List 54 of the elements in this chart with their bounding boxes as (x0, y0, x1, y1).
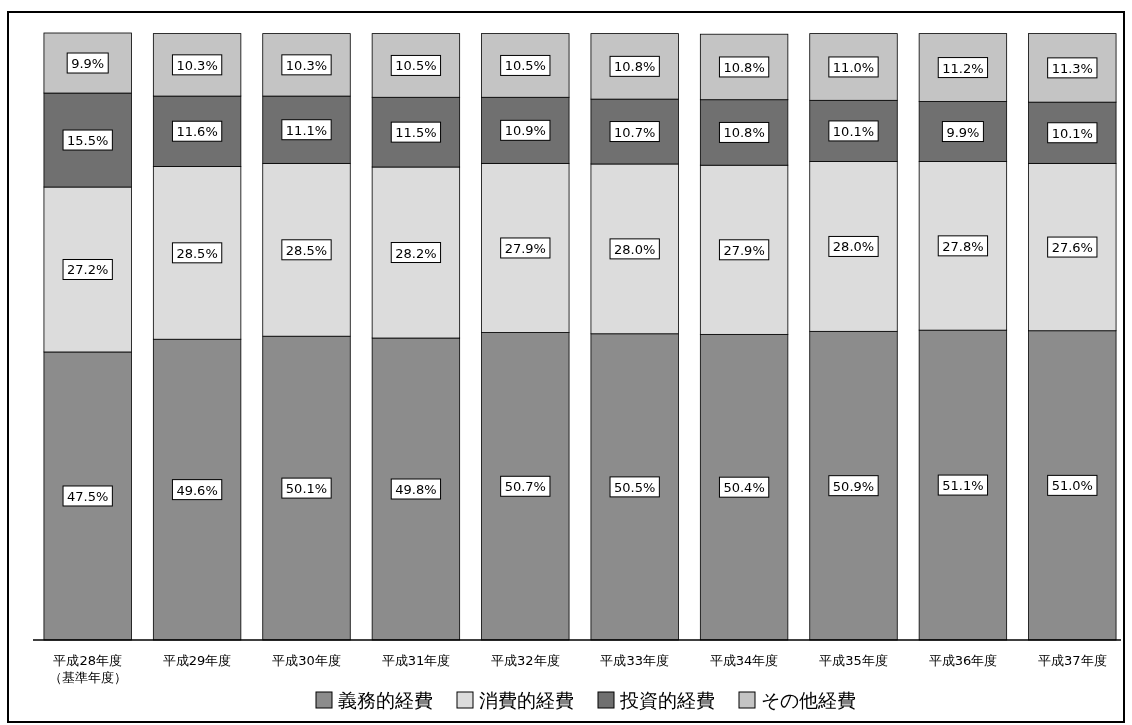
data-label: 50.9% (832, 478, 875, 494)
data-label: 10.3% (285, 57, 328, 73)
x-tick-label: 平成37年度 (1038, 653, 1107, 668)
data-label: 11.2% (942, 60, 984, 76)
data-label: 10.1% (832, 123, 875, 139)
legend-label: その他経費 (761, 689, 856, 711)
data-label: 27.2% (67, 262, 109, 278)
data-label: 27.6% (1051, 240, 1093, 256)
data-label: 10.1% (1051, 125, 1093, 141)
data-label: 28.5% (176, 245, 218, 261)
data-label: 10.8% (723, 125, 765, 141)
data-label: 49.6% (176, 482, 218, 498)
data-label: 10.8% (723, 59, 765, 75)
data-label: 11.3% (1051, 60, 1093, 76)
data-label: 28.0% (614, 241, 656, 257)
data-label: 47.5% (67, 488, 109, 504)
x-tick-label: 平成31年度 (381, 653, 451, 668)
x-tick-label: 平成33年度 (600, 653, 669, 668)
data-label: 28.0% (832, 239, 875, 255)
x-tick-label: 平成35年度 (819, 653, 888, 668)
x-tick-label: 平成32年度 (491, 653, 560, 668)
data-label: 27.9% (504, 240, 546, 256)
data-label: 28.2% (395, 245, 437, 261)
data-label: 11.6% (176, 124, 218, 140)
data-label: 50.4% (723, 480, 765, 496)
data-label: 27.9% (723, 242, 765, 258)
data-label: 49.8% (395, 482, 437, 498)
legend-label: 義務的経費 (338, 689, 433, 711)
data-label: 11.1% (285, 122, 328, 138)
data-label: 10.3% (176, 57, 218, 73)
data-label: 50.5% (614, 479, 656, 495)
data-label: 9.9% (71, 56, 105, 72)
x-tick-label: 平成28年度（基準年度） (48, 653, 127, 685)
data-label: 50.1% (285, 481, 328, 497)
data-label: 9.9% (946, 124, 980, 140)
data-label: 11.0% (832, 59, 875, 75)
x-tick-label: 平成36年度 (928, 653, 998, 668)
data-label: 11.5% (395, 125, 437, 141)
data-label: 15.5% (67, 133, 109, 149)
legend-label: 消費的経費 (479, 689, 574, 711)
x-tick-label: 平成34年度 (709, 653, 779, 668)
data-label: 50.7% (504, 479, 546, 495)
data-label: 10.9% (504, 123, 546, 139)
data-label: 27.8% (942, 238, 984, 254)
data-label: 51.1% (942, 478, 984, 494)
data-label: 10.5% (395, 58, 437, 74)
x-tick-label: 平成30年度 (272, 653, 341, 668)
data-label: 10.7% (614, 124, 656, 140)
x-tick-label: 平成29年度 (162, 653, 232, 668)
data-label: 51.0% (1051, 478, 1093, 494)
data-label: 10.8% (614, 59, 656, 75)
data-label: 10.5% (504, 58, 546, 74)
data-label: 28.5% (285, 242, 328, 258)
legend-label: 投資的経費 (619, 689, 715, 711)
